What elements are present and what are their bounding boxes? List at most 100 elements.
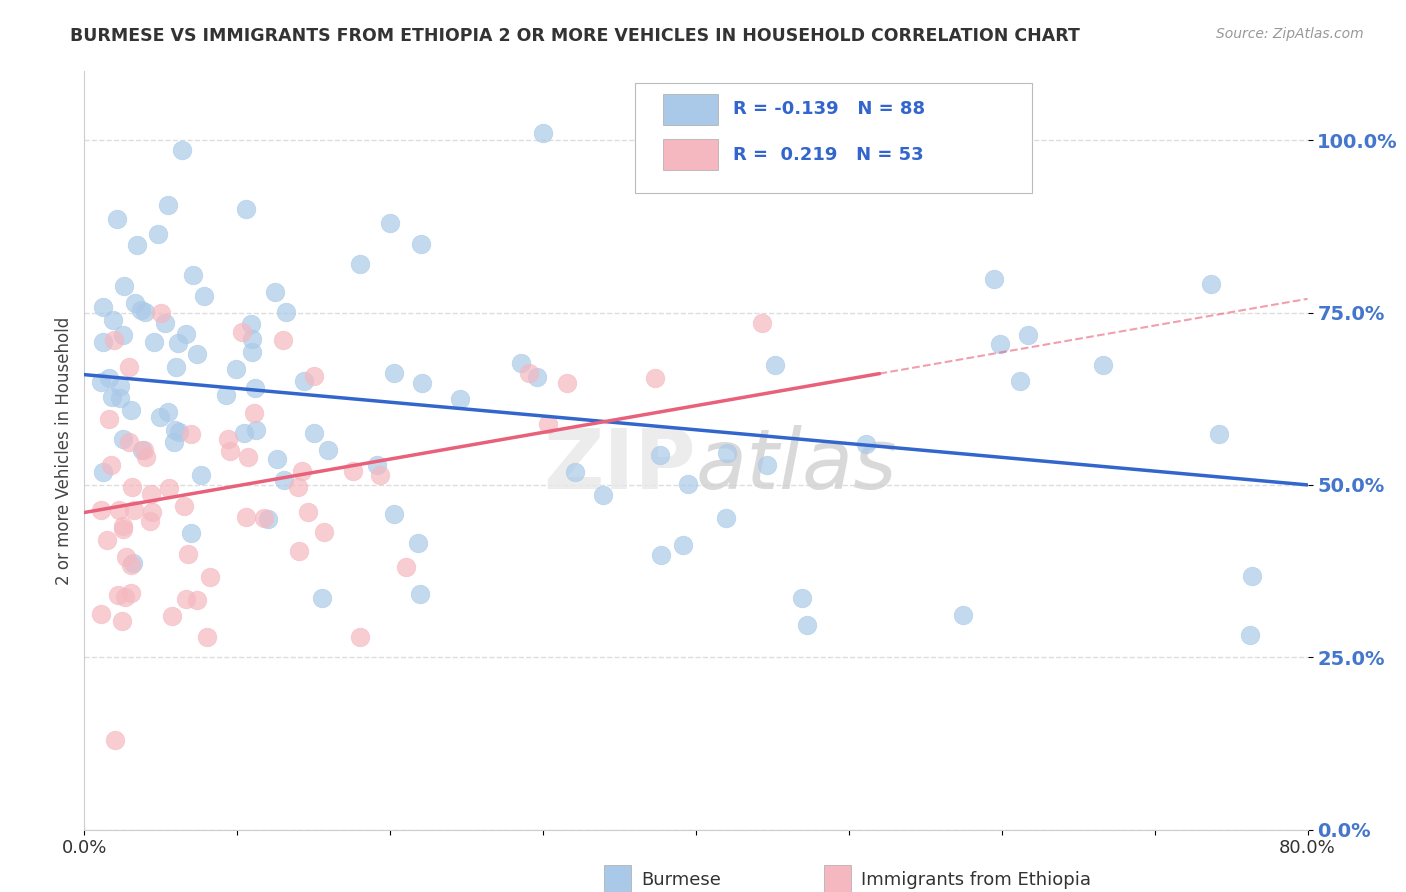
Point [342, 464, 364, 478]
Point [166, 335, 188, 350]
Point [274, 305, 297, 319]
Point [225, 362, 247, 376]
Point [108, 391, 131, 405]
Text: atlas: atlas [696, 425, 897, 506]
Point [149, 409, 172, 424]
Text: R = -0.139   N = 88: R = -0.139 N = 88 [733, 101, 925, 119]
Point [172, 143, 194, 157]
Text: Burmese: Burmese [641, 871, 721, 888]
Point [288, 544, 311, 558]
Point [180, 526, 202, 541]
Point [952, 607, 974, 622]
Point [751, 316, 773, 330]
Point [243, 381, 266, 395]
Point [186, 593, 208, 607]
Point [1017, 328, 1039, 343]
Point [157, 197, 180, 211]
Point [531, 127, 554, 141]
Point [139, 514, 162, 528]
Point [120, 586, 142, 600]
Point [449, 392, 471, 407]
Point [312, 524, 335, 539]
Point [176, 326, 198, 341]
Point [165, 359, 187, 374]
Bar [664, 94, 718, 126]
Point [411, 376, 433, 391]
Point [1092, 358, 1115, 372]
Point [180, 427, 202, 442]
Point [555, 376, 578, 390]
Point [141, 487, 163, 501]
Point [517, 366, 540, 380]
Text: R =  0.219   N = 53: R = 0.219 N = 53 [733, 145, 924, 163]
Point [160, 608, 183, 623]
Point [988, 337, 1011, 351]
Point [1199, 277, 1222, 291]
Point [297, 505, 319, 519]
Point [103, 333, 125, 347]
Point [648, 448, 671, 462]
Point [302, 425, 325, 440]
Point [257, 512, 280, 526]
Point [366, 458, 388, 472]
Point [1239, 627, 1261, 641]
Point [153, 317, 176, 331]
Point [125, 238, 148, 252]
Point [156, 405, 179, 419]
Text: BURMESE VS IMMIGRANTS FROM ETHIOPIA 2 OR MORE VEHICLES IN HOUSEHOLD CORRELATION : BURMESE VS IMMIGRANTS FROM ETHIOPIA 2 OR… [70, 27, 1080, 45]
Point [107, 588, 129, 602]
Point [242, 406, 264, 420]
Point [763, 358, 786, 372]
Point [235, 202, 257, 216]
Point [215, 388, 238, 402]
Point [163, 434, 186, 449]
Point [91, 334, 114, 349]
Point [96, 533, 118, 548]
Point [368, 468, 391, 483]
Point [118, 359, 141, 374]
Point [163, 423, 186, 437]
Point [90, 607, 112, 621]
Point [120, 402, 142, 417]
Point [121, 480, 143, 494]
Point [111, 432, 134, 446]
Y-axis label: 2 or more Vehicles in Household: 2 or more Vehicles in Household [55, 317, 73, 584]
Point [112, 522, 135, 536]
Point [195, 630, 218, 644]
Point [111, 328, 134, 343]
Point [263, 285, 285, 299]
Point [240, 332, 263, 346]
Point [100, 458, 122, 472]
Point [142, 335, 165, 350]
Point [173, 499, 195, 513]
Point [186, 347, 208, 361]
Point [1241, 569, 1264, 583]
Point [193, 288, 215, 302]
Point [676, 477, 699, 491]
Point [105, 212, 128, 227]
Point [131, 302, 153, 317]
Point [90, 375, 112, 389]
Bar [664, 138, 718, 170]
Point [104, 733, 127, 747]
Point [266, 452, 288, 467]
Text: ZIP: ZIP [544, 425, 696, 506]
Point [271, 333, 294, 347]
Point [564, 465, 586, 479]
Point [409, 587, 432, 601]
Point [855, 436, 877, 450]
Point [755, 458, 778, 473]
Point [112, 518, 135, 533]
Point [190, 467, 212, 482]
Point [233, 426, 256, 441]
Point [291, 464, 314, 478]
Point [111, 614, 134, 628]
Point [131, 442, 153, 457]
Point [91, 300, 114, 314]
Point [349, 630, 371, 644]
Point [135, 450, 157, 464]
Point [112, 278, 135, 293]
Point [231, 325, 253, 339]
Point [134, 305, 156, 319]
Point [287, 481, 309, 495]
